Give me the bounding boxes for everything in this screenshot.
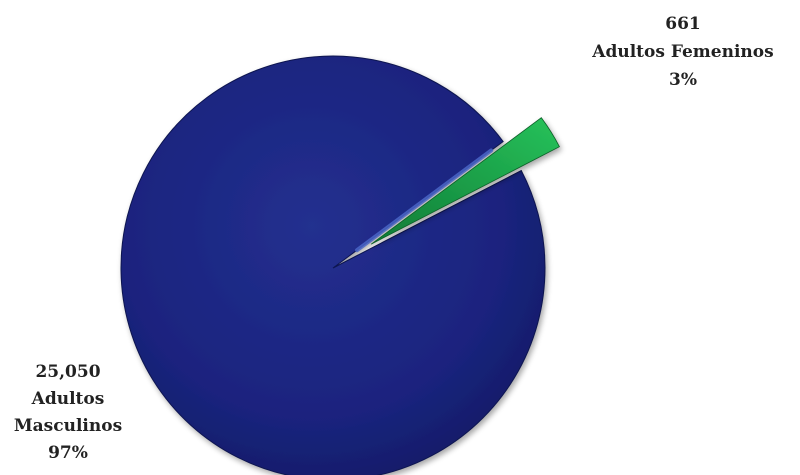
slice-value-masculinos: 25,050 bbox=[35, 362, 100, 382]
slice-value-femeninos: 661 bbox=[665, 14, 701, 34]
slice-percent-masculinos: 97% bbox=[48, 443, 88, 463]
slice-category2-masculinos: Masculinos bbox=[14, 416, 122, 436]
slice-category-femeninos: Adultos Femeninos bbox=[591, 42, 773, 62]
slice-label-masculinos: 25,050 Adultos Masculinos 97% bbox=[14, 362, 122, 463]
slice-category-masculinos: Adultos bbox=[31, 389, 105, 409]
slice-percent-femeninos: 3% bbox=[669, 70, 697, 90]
pie-slices bbox=[120, 55, 560, 475]
slice-label-femeninos: 661 Adultos Femeninos 3% bbox=[591, 14, 773, 90]
pie-slice-adultos-masculinos bbox=[120, 55, 546, 475]
slice-edge-highlight bbox=[355, 148, 494, 253]
pie-slice-adultos-femeninos bbox=[370, 117, 560, 245]
